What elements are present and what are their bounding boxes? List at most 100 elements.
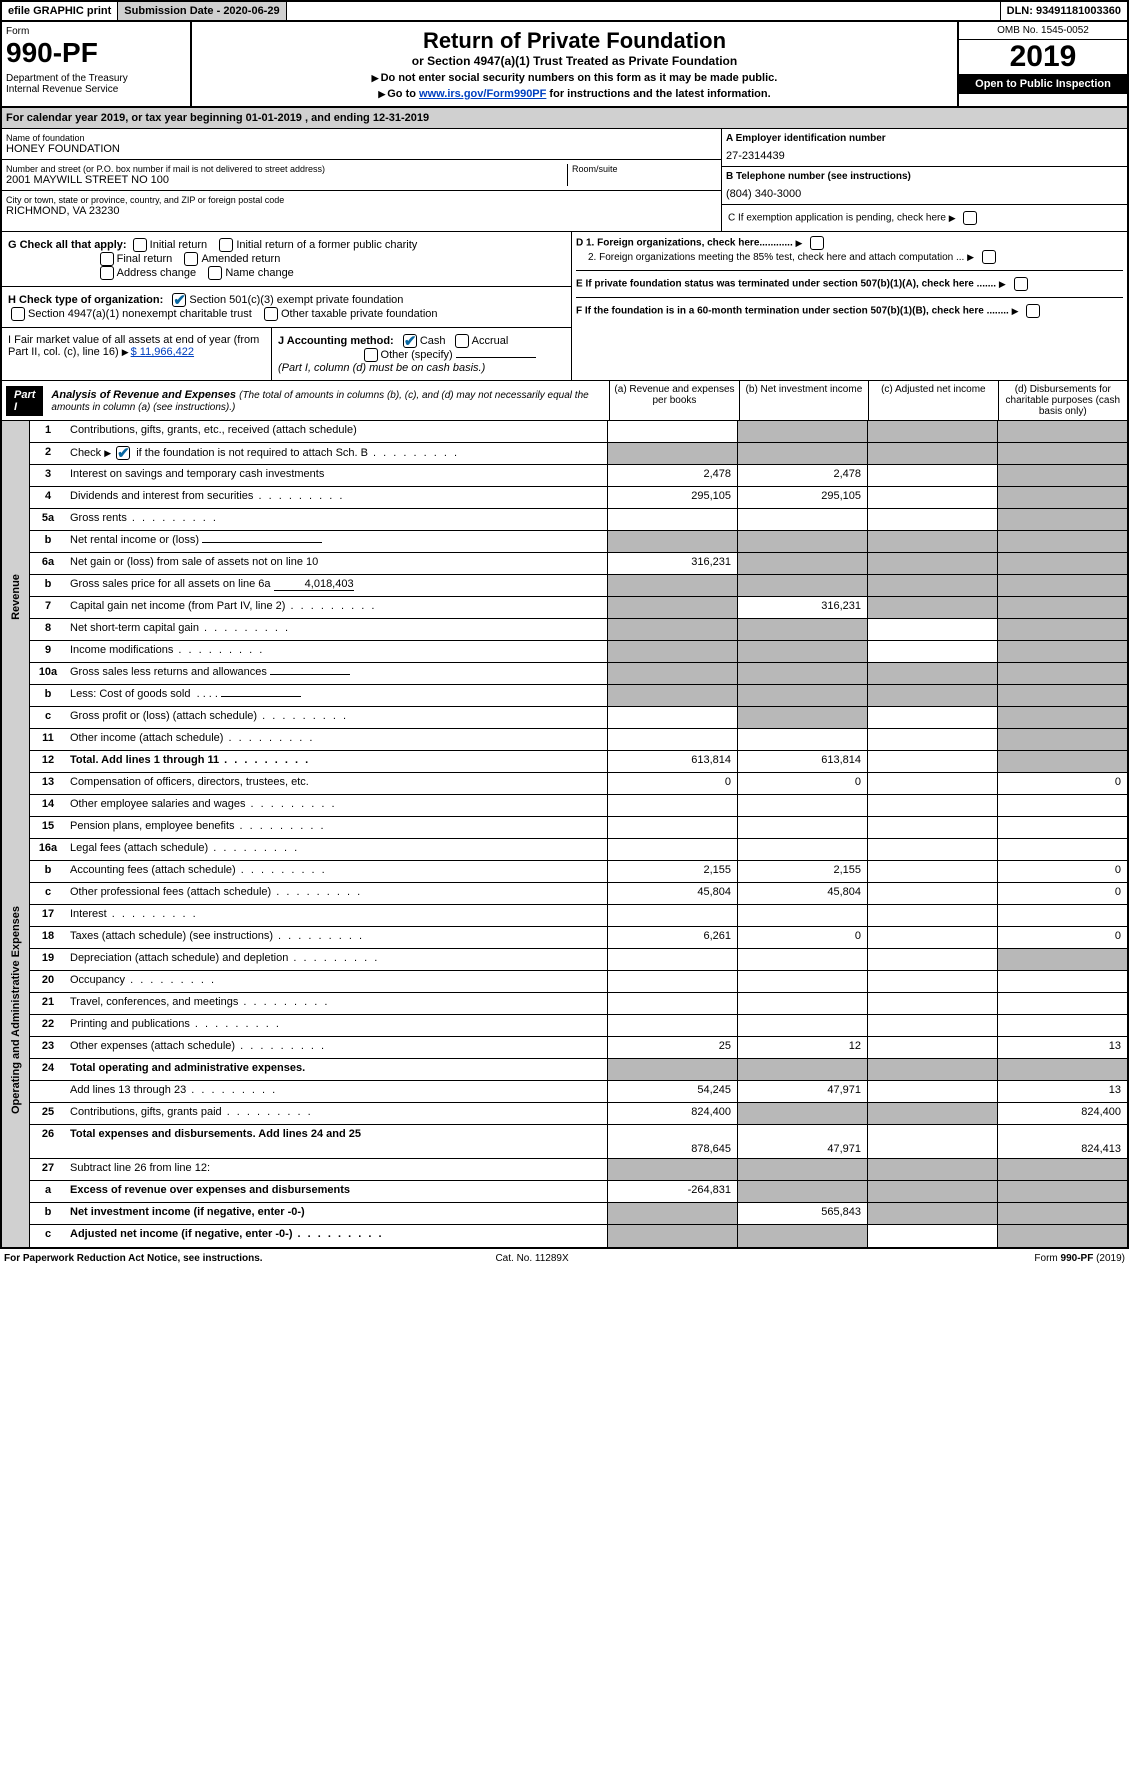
section-i: I Fair market value of all assets at end… [2,328,272,380]
room-label: Room/suite [572,164,717,174]
d2-label: 2. Foreign organizations meeting the 85%… [588,252,964,263]
revenue-side-label: Revenue [10,574,22,620]
line-19: Depreciation (attach schedule) and deple… [66,949,607,970]
line-15: Pension plans, employee benefits [66,817,607,838]
foundation-name: HONEY FOUNDATION [6,143,717,155]
r13-a: 0 [607,773,737,794]
r18-d: 0 [997,927,1127,948]
h-other-taxable[interactable] [264,307,278,321]
line-2-checkbox[interactable] [116,446,130,460]
g-o4: Amended return [201,253,280,265]
g-amended-return[interactable] [184,252,198,266]
r6a-a: 316,231 [607,553,737,574]
line-24: Total operating and administrative expen… [66,1059,607,1080]
j-o1: Cash [420,335,446,347]
j-o2: Accrual [472,335,509,347]
instr-link[interactable]: www.irs.gov/Form990PF [419,88,546,100]
ein: 27-2314439 [726,150,1123,162]
g-o6: Name change [225,267,294,279]
form-label: Form [6,26,186,37]
line-25: Contributions, gifts, grants paid [66,1103,607,1124]
city: RICHMOND, VA 23230 [6,205,717,217]
r24b-a: 54,245 [607,1081,737,1102]
form-header: Form 990-PF Department of the Treasury I… [2,22,1127,108]
r26-a: 878,645 [607,1125,737,1158]
g-name-change[interactable] [208,266,222,280]
line-27a: Excess of revenue over expenses and disb… [66,1181,607,1202]
line-24b: Add lines 13 through 23 [66,1081,607,1102]
address: 2001 MAYWILL STREET NO 100 [6,174,567,186]
efile-label[interactable]: efile GRAPHIC print [2,2,118,20]
d2-checkbox[interactable] [982,250,996,264]
line-22: Printing and publications [66,1015,607,1036]
f-checkbox[interactable] [1026,304,1040,318]
col-c-header: (c) Adjusted net income [868,381,997,420]
g-label: G Check all that apply: [8,239,127,251]
h-o1: Section 501(c)(3) exempt private foundat… [189,294,403,306]
j-note: (Part I, column (d) must be on cash basi… [278,362,485,374]
cal-begin: 01-01-2019 [246,112,302,124]
e-checkbox[interactable] [1014,277,1028,291]
instr-2-pre: Go to [387,88,419,100]
addr-label: Number and street (or P.O. box number if… [6,164,567,174]
j-label: J Accounting method: [278,335,394,347]
calendar-year-row: For calendar year 2019, or tax year begi… [2,108,1127,129]
j-cash[interactable] [403,334,417,348]
r18-a: 6,261 [607,927,737,948]
h-o2: Section 4947(a)(1) nonexempt charitable … [28,308,252,320]
r4-a: 295,105 [607,487,737,508]
h-501c3[interactable] [172,293,186,307]
omb-number: OMB No. 1545-0052 [959,22,1127,40]
r26-d: 824,413 [997,1125,1127,1158]
dept-label: Department of the Treasury Internal Reve… [6,73,186,95]
g-final-return[interactable] [100,252,114,266]
section-j: J Accounting method: Cash Accrual Other … [272,328,571,380]
line-1: Contributions, gifts, grants, etc., rece… [66,421,607,442]
line-10c: Gross profit or (loss) (attach schedule) [66,707,607,728]
open-public: Open to Public Inspection [959,74,1127,94]
r3-b: 2,478 [737,465,867,486]
h-4947[interactable] [11,307,25,321]
r23-d: 13 [997,1037,1127,1058]
j-other[interactable] [364,348,378,362]
r16b-d: 0 [997,861,1127,882]
r13-b: 0 [737,773,867,794]
name-label: Name of foundation [6,133,717,143]
cal-end: 12-31-2019 [373,112,429,124]
instr-1: Do not enter social security numbers on … [381,72,778,84]
line-16a: Legal fees (attach schedule) [66,839,607,860]
line-6b: Gross sales price for all assets on line… [66,575,607,596]
cal-mid: , and ending [302,112,373,124]
r16c-b: 45,804 [737,883,867,904]
r13-d: 0 [997,773,1127,794]
c-checkbox[interactable] [963,211,977,225]
d1-checkbox[interactable] [810,236,824,250]
g-initial-former[interactable] [219,238,233,252]
j-accrual[interactable] [455,334,469,348]
line-6a: Net gain or (loss) from sale of assets n… [66,553,607,574]
page-footer: For Paperwork Reduction Act Notice, see … [0,1249,1129,1268]
section-h: H Check type of organization: Section 50… [2,287,571,328]
i-value[interactable]: $ 11,966,422 [131,346,194,358]
line-12: Total. Add lines 1 through 11 [66,751,607,772]
g-address-change[interactable] [100,266,114,280]
line-23: Other expenses (attach schedule) [66,1037,607,1058]
g-o3: Final return [117,253,173,265]
line-27b: Net investment income (if negative, ente… [66,1203,607,1224]
line-10a: Gross sales less returns and allowances [66,663,607,684]
section-d: D 1. Foreign organizations, check here..… [576,236,1123,271]
g-initial-return[interactable] [133,238,147,252]
line-27c: Adjusted net income (if negative, enter … [66,1225,607,1247]
r3-a: 2,478 [607,465,737,486]
h-o3: Other taxable private foundation [281,308,438,320]
r18-b: 0 [737,927,867,948]
form-subtitle: or Section 4947(a)(1) Trust Treated as P… [198,54,951,68]
r12-a: 613,814 [607,751,737,772]
col-d-header: (d) Disbursements for charitable purpose… [998,381,1127,420]
tel-label: B Telephone number (see instructions) [726,171,1123,182]
r16b-a: 2,155 [607,861,737,882]
revenue-section: Revenue 1Contributions, gifts, grants, e… [2,421,1127,773]
expenses-side-label: Operating and Administrative Expenses [10,906,22,1114]
telephone: (804) 340-3000 [726,188,1123,200]
line-13: Compensation of officers, directors, tru… [66,773,607,794]
